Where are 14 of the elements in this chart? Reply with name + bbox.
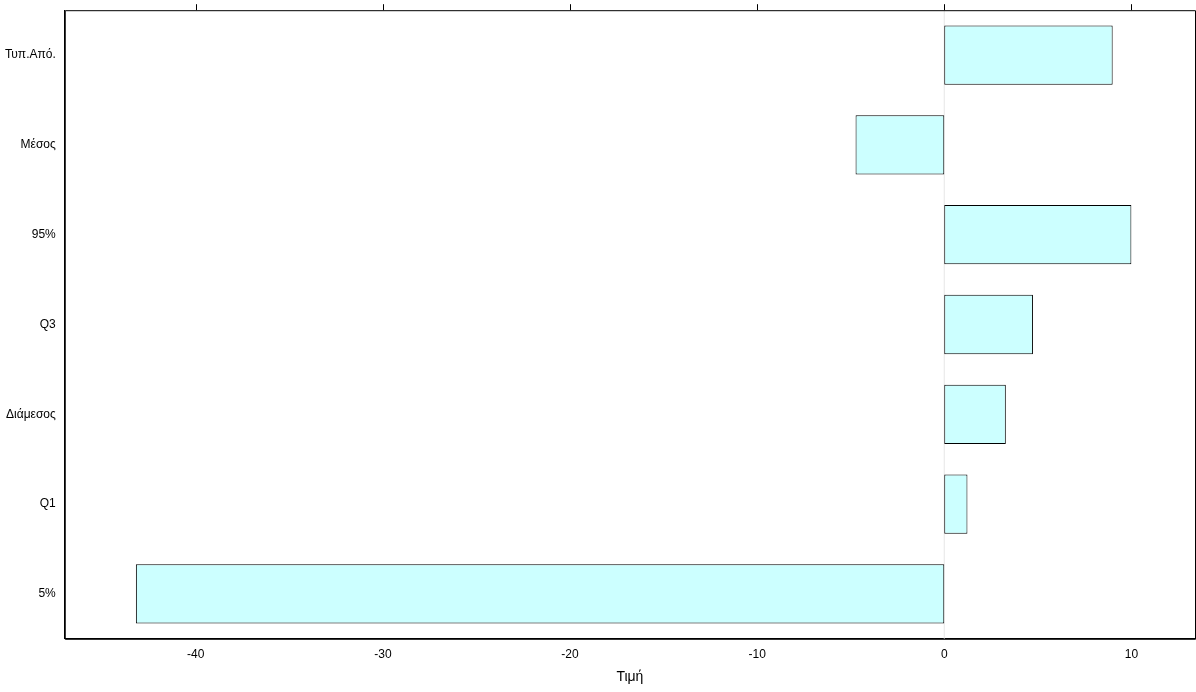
x-tick-label: -10	[748, 647, 767, 662]
x-tick-label: -30	[374, 647, 392, 662]
y-tick-label: Μέσος	[20, 137, 56, 152]
y-tick-label: Διάμεσος	[6, 406, 56, 421]
y-tick-label: Τυπ.Από.	[5, 47, 56, 62]
x-tick-label: -40	[187, 647, 205, 662]
y-tick-label: Q1	[39, 496, 57, 511]
x-axis-title: Τιμή	[616, 668, 644, 685]
x-tick-label: 0	[940, 647, 948, 662]
x-tick-label: -20	[561, 647, 579, 662]
y-tick-label: 5%	[38, 586, 57, 601]
x-tick-label: 10	[1124, 647, 1139, 662]
y-tick-label: Q3	[39, 316, 57, 331]
y-tick-label: 95%	[31, 227, 57, 242]
